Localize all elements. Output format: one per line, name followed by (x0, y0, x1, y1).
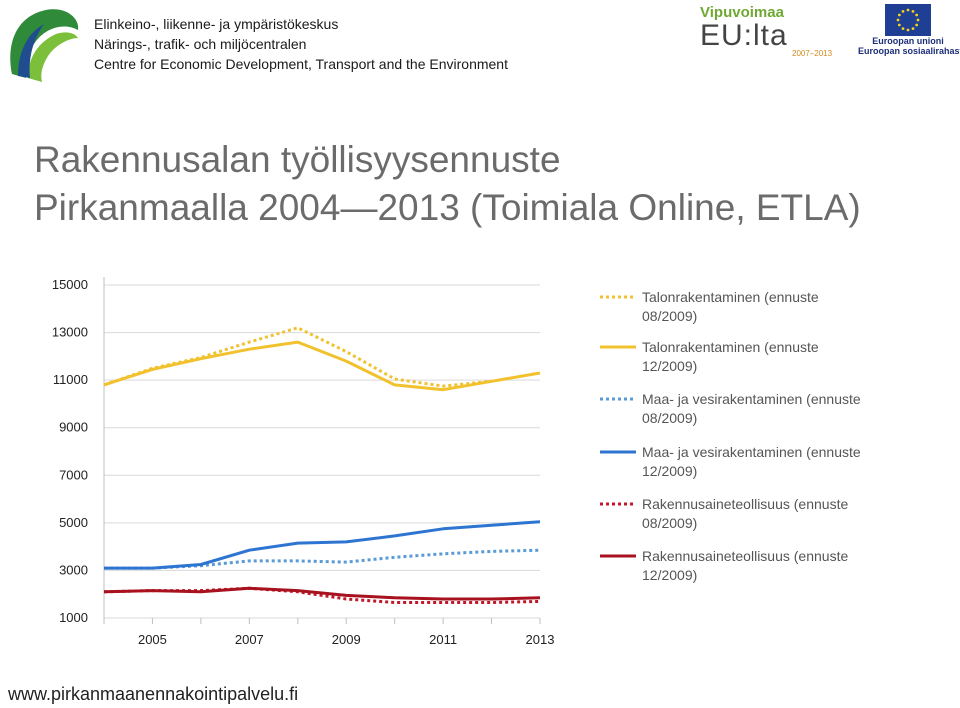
vipuvoimaa-years: 2007–2013 (792, 49, 833, 58)
y-tick-label: 15000 (52, 277, 88, 292)
series-line-4 (104, 520, 541, 570)
x-tick-label: 2009 (332, 632, 361, 647)
eu-star-icon (896, 18, 900, 22)
eu-star-icon (906, 8, 910, 12)
eu-star-icon (901, 9, 905, 13)
org-name-fi: Elinkeino-, liikenne- ja ympäristökeskus (94, 16, 339, 32)
y-tick-label: 7000 (59, 467, 88, 482)
org-names: Elinkeino-, liikenne- ja ympäristökeskus… (94, 14, 508, 74)
y-tick-label: 9000 (59, 420, 88, 435)
eu-star-icon (911, 9, 915, 13)
legend-label-6: Rakennusaineteollisuus (ennuste 12/2009) (642, 548, 848, 583)
eu-lta-text: EU:lta (700, 19, 788, 52)
eu-star-icon (916, 18, 920, 22)
eu-star-icon (915, 13, 919, 17)
eu-star-icon (915, 23, 919, 27)
legend-label-5: Rakennusaineteollisuus (ennuste 08/2009) (642, 496, 848, 531)
y-tick-label: 1000 (59, 610, 88, 625)
org-name-en: Centre for Economic Development, Transpo… (94, 56, 508, 72)
y-tick-label: 13000 (52, 325, 88, 340)
eu-union-text: Euroopan unioni (872, 36, 944, 46)
eu-star-icon (897, 23, 901, 27)
legend-label-4: Maa- ja vesirakentaminen (ennuste 12/2009… (642, 444, 861, 479)
title-line-2: Pirkanmaalla 2004—2013 (Toimiala Online,… (34, 187, 861, 228)
footer-url[interactable]: www.pirkanmaanennakointipalvelu.fi (8, 684, 299, 704)
vipuvoimaa-text: Vipuvoimaa (700, 4, 784, 21)
eu-fund-text: Euroopan sosiaalirahasto (858, 46, 960, 56)
page-title: Rakennusalan työllisyysennuste Pirkanmaa… (34, 136, 861, 232)
series-line-1 (103, 326, 492, 388)
eu-star-icon (901, 27, 905, 31)
title-line-1: Rakennusalan työllisyysennuste (34, 139, 561, 180)
series-line-6 (103, 586, 541, 601)
header: Elinkeino-, liikenne- ja ympäristökeskus… (0, 0, 960, 90)
org-name-sv: Närings-, trafik- och miljöcentralen (94, 36, 307, 52)
vipuvoimaa-logo: Vipuvoimaa EU:lta 2007–2013 (700, 4, 833, 64)
eu-star-icon (906, 28, 910, 32)
legend-label-2: Talonrakentaminen (ennuste 12/2009) (642, 339, 819, 374)
y-tick-label: 11000 (53, 372, 88, 387)
eu-flag-icon (885, 4, 931, 36)
legend-label-3: Maa- ja vesirakentaminen (ennuste 08/2009… (642, 391, 861, 426)
x-tick-label: 2007 (235, 632, 264, 647)
eu-star-icon (897, 13, 901, 17)
y-tick-label: 5000 (59, 515, 88, 530)
y-tick-label: 3000 (59, 562, 88, 577)
x-tick-label: 2013 (526, 632, 555, 647)
legend-label-1: Talonrakentaminen (ennuste 08/2009) (642, 289, 819, 324)
ely-leaf-logo-icon (10, 9, 79, 82)
x-tick-label: 2005 (138, 632, 167, 647)
eu-logo: Euroopan unioni Euroopan sosiaalirahasto (858, 4, 960, 66)
series-line-2 (103, 340, 541, 392)
eu-star-icon (911, 27, 915, 31)
line-chart: 1000 3000 5000 7000 9000 11000 13000 15000 2005 2… (52, 277, 861, 647)
x-tick-label: 2011 (429, 632, 457, 647)
